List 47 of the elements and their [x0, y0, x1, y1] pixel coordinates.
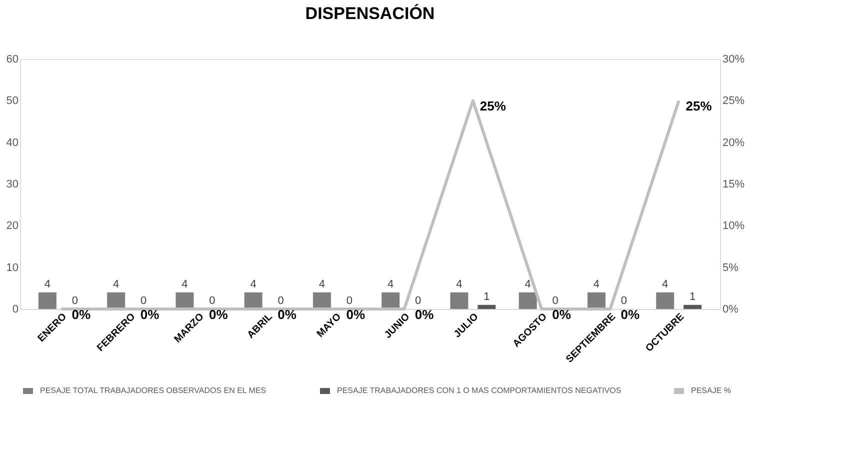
y-tick-label: 30 — [6, 178, 18, 190]
data-label: 0% — [346, 307, 366, 322]
data-label: 0 — [414, 295, 422, 307]
y-tick-label: 20 — [6, 220, 18, 232]
data-label: 1 — [484, 290, 490, 303]
y-tick-label: 10 — [6, 262, 18, 274]
y2-tick-label: 5% — [722, 262, 739, 274]
data-label: 4 — [524, 278, 531, 290]
data-label: 1 — [689, 290, 696, 303]
data-label: 4 — [318, 278, 326, 290]
data-label: 0% — [414, 307, 434, 322]
y-tick-label: 40 — [6, 136, 18, 149]
y2-tick-label: 0% — [722, 304, 739, 316]
data-label: 0 — [346, 295, 352, 307]
data-label: 4 — [44, 278, 51, 290]
data-label: 4 — [388, 278, 394, 290]
data-label: 4 — [593, 278, 600, 290]
data-label: 0% — [620, 307, 640, 322]
y2-tick-label: 30% — [722, 54, 745, 66]
data-label: 4 — [182, 278, 188, 290]
data-label: 4 — [456, 278, 462, 290]
y2-tick-label: 25% — [722, 95, 745, 108]
data-label: 25% — [686, 98, 712, 114]
y-tick-label: 0 — [12, 304, 18, 316]
data-label: 0% — [140, 307, 160, 322]
legend-label: PESAJE TOTAL TRABAJADORES OBSERVADOS EN EL MES — [40, 386, 266, 395]
data-label: 4 — [250, 278, 256, 290]
data-label: 0 — [552, 295, 558, 307]
data-label: 0 — [209, 295, 216, 307]
data-label: 25% — [480, 98, 506, 114]
data-label: 0 — [278, 295, 284, 307]
y2-tick-label: 10% — [722, 220, 745, 232]
data-label: 0% — [72, 307, 92, 322]
data-label: 0% — [209, 307, 228, 322]
y-tick-label: 60 — [6, 54, 18, 66]
chart-title: DISPENSACIÓN — [305, 3, 435, 23]
y2-tick-label: 20% — [722, 136, 745, 149]
legend-label: PESAJE TRABAJADORES CON 1 O MAS COMPORTAMIENTOS NEGATIVOS — [337, 386, 622, 395]
data-label: 0 — [620, 295, 627, 307]
data-label: 0 — [140, 295, 147, 307]
y2-tick-label: 15% — [722, 178, 745, 190]
y-tick-label: 50 — [6, 95, 18, 108]
legend-label: PESAJE % — [691, 386, 732, 395]
data-label: 0% — [278, 307, 297, 322]
data-label: 4 — [662, 278, 668, 290]
data-label: 0 — [72, 295, 78, 307]
data-label: 4 — [113, 278, 120, 290]
